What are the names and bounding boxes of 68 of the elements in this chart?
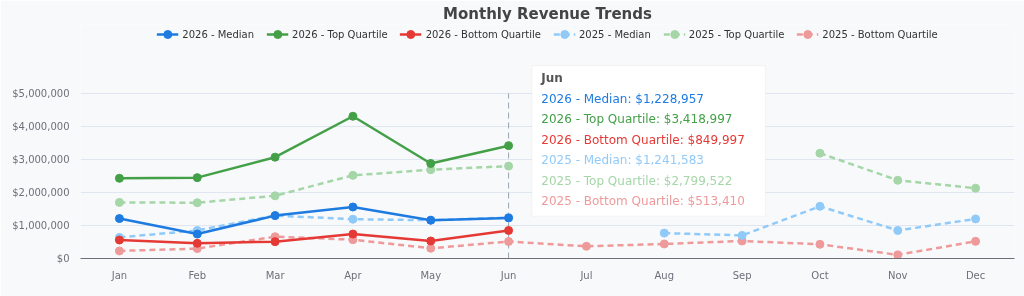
point xyxy=(114,197,124,207)
point xyxy=(270,152,280,162)
y-tick-label: $2,000,000 xyxy=(12,186,70,198)
legend-label: 2026 - Median xyxy=(182,28,255,40)
y-tick-label: $3,000,000 xyxy=(12,153,70,165)
x-tick-label: Jun xyxy=(499,269,517,281)
point xyxy=(581,241,591,251)
x-tick-label: Oct xyxy=(811,269,829,281)
y-tick-label: $4,000,000 xyxy=(12,120,70,132)
legend-label: 2025 - Bottom Quartile xyxy=(822,28,938,40)
annotation: 2025 - Top Quartile: $2,799,522 xyxy=(541,173,733,188)
point xyxy=(893,175,903,185)
point xyxy=(504,161,514,171)
point xyxy=(504,237,514,247)
x-tick-label: Feb xyxy=(188,269,207,281)
legend-label: 2026 - Bottom Quartile xyxy=(425,28,541,40)
x-tick-label: Apr xyxy=(344,269,363,281)
y-tick-label: $1,000,000 xyxy=(12,220,70,231)
annotation: 2025 - Median: $1,241,583 xyxy=(541,153,704,168)
legend-label: 2025 - Top Quartile xyxy=(688,28,785,40)
point xyxy=(348,111,358,121)
legend-label: 2026 - Top Quartile xyxy=(292,28,388,40)
point xyxy=(426,236,436,246)
x-tick-label: May xyxy=(420,269,442,281)
x-tick-label: Nov xyxy=(887,269,908,281)
legend-label: 2025 - Median xyxy=(579,28,651,40)
point xyxy=(737,230,747,240)
point xyxy=(893,250,903,259)
point xyxy=(971,236,981,246)
x-tick-label: Jul xyxy=(579,269,593,281)
point xyxy=(114,246,124,256)
point xyxy=(815,201,825,211)
point xyxy=(270,237,280,247)
point xyxy=(114,214,124,224)
point xyxy=(426,158,436,168)
point xyxy=(971,214,981,224)
point xyxy=(348,170,358,180)
x-tick-label: Aug xyxy=(654,269,675,281)
annotation: Jun xyxy=(540,71,563,86)
point xyxy=(504,225,514,235)
annotation: 2026 - Bottom Quartile: $849,997 xyxy=(541,132,745,147)
point xyxy=(971,183,981,193)
point xyxy=(348,202,358,212)
point xyxy=(192,229,202,239)
x-tick-label: Dec xyxy=(965,269,986,281)
point xyxy=(348,214,358,224)
point xyxy=(815,148,825,158)
point xyxy=(659,228,669,238)
chart-title: Monthly Revenue Trends xyxy=(443,4,652,23)
point xyxy=(659,239,669,249)
x-tick-label: Mar xyxy=(265,269,286,281)
point xyxy=(270,191,280,201)
point xyxy=(815,239,825,249)
point xyxy=(893,225,903,235)
point xyxy=(504,141,514,151)
annotation: 2026 - Median: $1,228,957 xyxy=(541,91,704,106)
y-tick-label: $0 xyxy=(56,253,70,264)
point xyxy=(192,173,202,183)
point xyxy=(348,229,358,239)
point xyxy=(192,238,202,248)
point xyxy=(114,173,124,183)
point xyxy=(426,243,436,253)
annotation: 2025 - Bottom Quartile: $513,410 xyxy=(541,193,745,208)
point xyxy=(192,198,202,208)
x-tick-label: Jan xyxy=(110,269,128,281)
x-tick-label: Sep xyxy=(732,269,752,281)
annotation: 2026 - Top Quartile: $3,418,997 xyxy=(541,112,733,127)
y-tick-label: $5,000,000 xyxy=(12,87,70,99)
